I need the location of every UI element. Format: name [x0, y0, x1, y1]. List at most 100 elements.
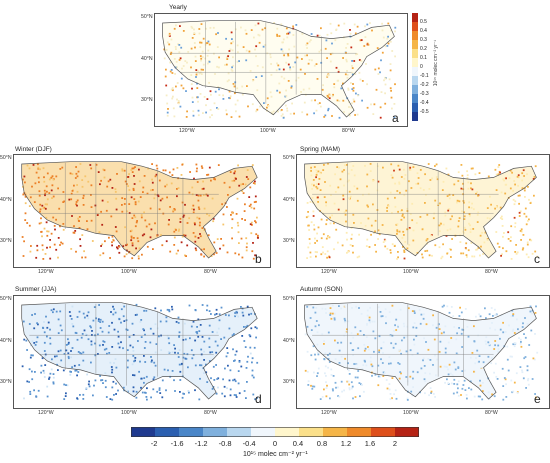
data-dot [230, 116, 233, 118]
data-dot [240, 306, 242, 308]
data-dot [254, 220, 256, 222]
data-dot [327, 236, 330, 238]
data-dot [320, 218, 323, 221]
data-dot [123, 169, 126, 172]
data-dot [57, 256, 59, 259]
data-dot [348, 387, 351, 389]
data-dot [336, 341, 339, 344]
data-dot [134, 203, 137, 206]
data-dot [286, 109, 289, 112]
data-dot [125, 253, 128, 256]
data-dot [317, 226, 320, 229]
data-dot [81, 185, 84, 188]
data-dot [327, 109, 329, 112]
data-dot [136, 220, 138, 222]
data-dot [416, 352, 419, 355]
data-dot [215, 308, 218, 311]
map-svg [21, 302, 259, 401]
data-dot [505, 396, 508, 398]
data-dot [251, 357, 254, 360]
data-dot [70, 192, 73, 195]
data-dot [389, 335, 392, 337]
data-dot [165, 389, 167, 392]
data-dot [244, 203, 246, 206]
data-dot [348, 190, 351, 193]
data-dot [309, 251, 312, 254]
data-dot [202, 68, 204, 71]
data-dot [330, 374, 333, 376]
data-dot [460, 332, 463, 335]
data-dot [331, 312, 334, 315]
data-dot [440, 222, 442, 225]
data-dot [499, 328, 502, 331]
data-dot [75, 201, 78, 203]
data-dot [504, 183, 507, 186]
data-dot [491, 357, 493, 359]
data-dot [128, 336, 131, 338]
data-dot [351, 73, 354, 76]
data-dot [169, 53, 172, 55]
data-dot [494, 314, 496, 316]
data-dot [345, 231, 348, 234]
data-dot [462, 384, 465, 386]
data-dot [216, 238, 219, 240]
data-dot [314, 251, 317, 253]
data-dot [368, 316, 371, 319]
data-dot [201, 167, 204, 169]
data-dot [354, 32, 357, 35]
data-dot [23, 175, 26, 178]
data-dot [462, 230, 464, 233]
data-dot [37, 176, 40, 179]
data-dot [192, 114, 195, 117]
data-dot [510, 315, 513, 318]
data-dot [494, 340, 497, 342]
data-dot [465, 242, 468, 245]
data-dot [360, 383, 362, 386]
data-dot [256, 108, 259, 111]
data-dot [417, 182, 420, 185]
data-dot [189, 171, 191, 173]
data-dot [211, 351, 214, 353]
data-dot [57, 237, 60, 239]
data-dot [208, 43, 211, 46]
data-dot [31, 185, 33, 188]
data-dot [532, 357, 535, 360]
data-dot [380, 358, 382, 361]
data-dot [470, 206, 473, 209]
data-dot [526, 323, 529, 325]
data-dot [134, 225, 137, 228]
data-dot [193, 28, 195, 31]
data-dot [517, 176, 520, 179]
data-dot [264, 44, 267, 46]
data-dot [227, 364, 229, 367]
data-dot [458, 315, 461, 317]
data-dot [526, 365, 529, 368]
data-dot [139, 196, 142, 198]
data-dot [342, 82, 344, 85]
data-dot [289, 66, 291, 69]
data-dot [354, 396, 357, 398]
data-dot [47, 321, 50, 324]
data-dot [74, 177, 77, 179]
data-dot [98, 344, 101, 347]
data-dot [36, 336, 39, 339]
data-dot [432, 393, 435, 395]
data-dot [228, 97, 230, 99]
data-dot [450, 256, 452, 258]
data-dot [344, 73, 347, 76]
data-dot [478, 313, 481, 316]
data-dot [243, 340, 246, 342]
data-dot [420, 313, 423, 316]
data-dot [57, 350, 60, 353]
data-dot [353, 23, 356, 26]
data-dot [258, 41, 261, 44]
data-dot [524, 317, 526, 319]
data-dot [267, 105, 270, 107]
data-dot [62, 201, 65, 203]
data-dot [211, 114, 213, 116]
data-dot [231, 38, 233, 40]
data-dot [95, 163, 98, 166]
data-dot [131, 363, 134, 366]
data-dot [132, 167, 135, 170]
data-dot [222, 378, 224, 381]
